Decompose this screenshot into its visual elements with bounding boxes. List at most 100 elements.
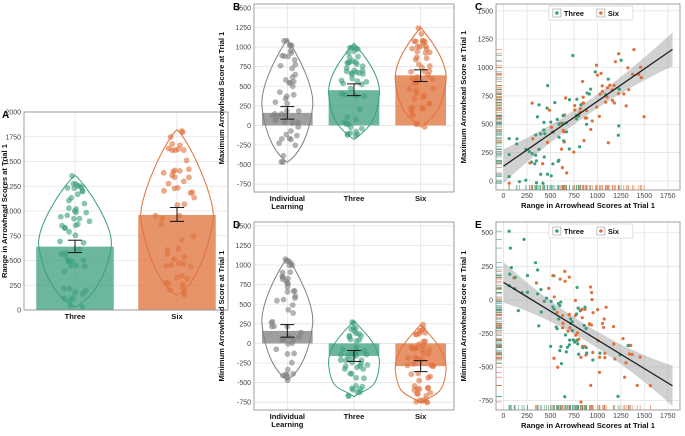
data-point [296,334,303,340]
data-point [286,135,293,142]
data-point [60,285,67,292]
legend-marker [555,11,559,15]
data-point [420,350,427,357]
data-point [411,361,417,367]
data-point [411,383,418,389]
y-tick-label: 1500 [235,5,251,12]
y-tick-label: 1250 [235,243,251,250]
data-point [288,50,295,56]
data-point [585,351,589,355]
data-point [553,100,557,105]
data-point [626,343,630,348]
data-point [563,279,567,283]
panel-d: D -750 -500 -250 0 250 500 750 1000 1250 1500 Minim… [217,220,455,429]
data-point [588,285,593,289]
data-point [562,139,566,143]
data-point [359,63,366,70]
data-point [507,229,511,233]
data-point [533,261,538,265]
data-point [570,320,574,324]
data-point [354,78,361,85]
x-tick-label: 0 [502,193,506,200]
data-point [524,178,528,182]
data-point [275,113,281,120]
data-point [165,180,172,187]
data-point [599,71,603,76]
data-point [347,370,354,377]
data-point [163,263,170,269]
data-point [81,200,88,207]
data-point [555,310,559,315]
data-point [584,326,588,331]
data-point [515,142,519,146]
data-point [62,224,68,231]
y-tick-label: -250 [237,143,251,150]
data-point [289,65,296,72]
data-point [70,295,76,301]
y-tick-label: 250 [239,103,251,110]
y-tick-label: -250 [237,361,251,368]
data-point [509,266,513,270]
data-point [585,91,589,95]
y-tick-label: 750 [239,64,251,71]
data-point [567,343,571,347]
data-point [353,344,360,351]
data-point [584,122,589,126]
data-point [612,83,616,88]
data-point [67,262,74,269]
data-point [590,298,594,302]
data-point [341,118,348,125]
data-point [345,49,352,56]
data-point [573,108,577,112]
y-tick-label: 1500 [235,223,251,230]
data-point [353,61,360,67]
data-point [161,187,167,194]
data-point [285,366,291,373]
data-point [554,325,558,329]
data-point [287,269,294,276]
violin-three [328,42,380,141]
data-point [404,362,411,369]
data-point [630,352,634,357]
y-tick-label: 1000 [235,45,251,52]
data-point [291,287,298,294]
data-point [355,53,361,60]
data-point [582,323,586,328]
data-point [414,390,421,397]
data-point [181,253,188,260]
data-point [549,174,553,178]
data-point [591,358,595,362]
data-point [408,371,415,378]
data-point [639,75,643,80]
data-point [648,384,652,388]
data-point [175,245,182,252]
data-point [360,366,367,372]
y-tick-label: 500 [481,230,493,237]
data-point [568,338,572,342]
panel-b: B -750 -500 -250 0 250 500 750 1000 1250 1500 Maxim… [217,2,455,211]
data-point [567,98,572,102]
data-point [545,172,550,176]
y-tick-label: 1000 [477,65,493,72]
data-point [573,103,577,108]
data-point [602,325,606,330]
data-point [539,132,543,136]
data-point [423,55,430,62]
data-point [415,25,422,32]
y-tick-label: 1500 [477,8,493,15]
data-point [346,332,353,339]
data-point [430,85,436,92]
x-tick-label: 250 [521,413,533,420]
data-point [79,188,86,195]
y-tick-label: 250 [9,283,21,290]
data-point [417,43,424,50]
data-point [626,66,630,70]
panel-label: A [2,110,9,121]
data-point [622,92,626,96]
data-point [65,205,72,212]
data-point [542,128,546,132]
data-point [339,346,346,353]
data-point [284,100,291,107]
data-point [350,325,357,331]
data-point [70,180,77,187]
